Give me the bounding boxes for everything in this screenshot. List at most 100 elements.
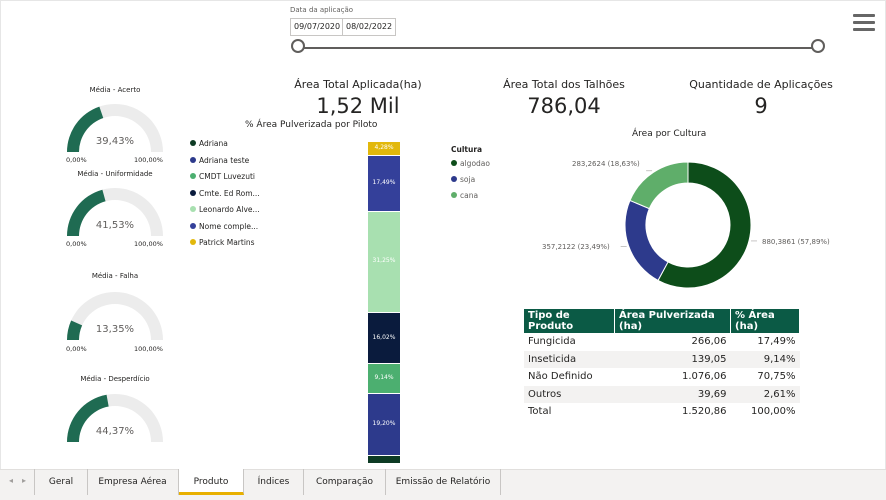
kpi-area-talhoes-title: Área Total dos Talhões xyxy=(503,78,625,91)
date-range-track[interactable] xyxy=(298,47,819,49)
bar-segment[interactable] xyxy=(368,393,400,455)
cell-percent: 9,14% xyxy=(730,350,800,368)
prev-page-icon[interactable]: ◂ xyxy=(9,476,14,485)
gauge-uniformidade: 41,53% xyxy=(67,188,163,236)
tab-emissao-relatorio[interactable]: Emissão de Relatório xyxy=(386,469,501,495)
range-start-handle[interactable] xyxy=(291,39,305,53)
bar-segment[interactable] xyxy=(368,455,400,463)
table-total-row: Total 1.520,86 100,00% xyxy=(524,403,800,421)
kpi-area-aplicada-value: 1,52 Mil xyxy=(316,94,400,118)
donut-slice xyxy=(624,199,669,282)
legend-item[interactable]: CMDT Luvezuti xyxy=(190,169,260,185)
tab-geral[interactable]: Geral xyxy=(34,469,88,495)
tab-produto[interactable]: Produto xyxy=(179,469,244,495)
legend-dot-icon xyxy=(190,140,196,146)
donut-legend-title: Cultura xyxy=(451,145,483,154)
bar-data-label: 19,20% xyxy=(372,419,396,427)
table-row[interactable]: Outros 39,69 2,61% xyxy=(524,385,800,403)
end-date-input[interactable]: 08/02/2022 xyxy=(342,18,397,36)
col-area-pulverizada[interactable]: Área Pulverizada (ha) xyxy=(614,309,731,333)
legend-label: CMDT Luvezuti xyxy=(199,172,256,181)
legend-dot-icon xyxy=(190,222,196,229)
donut-data-label: 880,3861 (57,89%) xyxy=(762,238,830,246)
gauge-fill xyxy=(67,394,109,442)
tab-comparacao[interactable]: Comparação xyxy=(304,469,386,495)
bar-segment[interactable] xyxy=(368,155,400,212)
next-page-icon[interactable]: ▸ xyxy=(22,476,27,485)
total-label: Total xyxy=(528,406,552,418)
stacked-bar[interactable]: 4,28% 17,49% 31,25% 16,02% 9,14% 19,20% xyxy=(368,142,400,464)
bar-data-label: 17,49% xyxy=(372,178,396,186)
total-area: 1.520,86 xyxy=(681,406,727,418)
col-percent-area[interactable]: % Área (ha) xyxy=(730,309,800,333)
donut-data-label: 357,2122 (23,49%) xyxy=(542,243,610,251)
donut-chart-legend: algodao soja cana xyxy=(451,156,490,204)
cell-tipo: Inseticida xyxy=(524,350,615,368)
legend-item[interactable]: Adriana xyxy=(190,136,260,152)
kpi-quantidade-title: Quantidade de Aplicações xyxy=(689,78,833,91)
cell-percent: 2,61% xyxy=(730,385,800,403)
col-tipo-produto[interactable]: Tipo de Produto xyxy=(524,309,615,333)
legend-item[interactable]: Nome comple... xyxy=(190,219,260,235)
legend-label: Adriana teste xyxy=(199,155,250,165)
legend-dot-icon xyxy=(190,239,196,245)
gauge-uniformidade-title: Média - Uniformidade xyxy=(77,170,153,178)
kpi-quantidade-value: 9 xyxy=(754,94,768,118)
tab-indices[interactable]: Índices xyxy=(244,469,304,495)
table-row[interactable]: Não Definido 1.076,06 70,75% xyxy=(524,368,800,386)
legend-label: cana xyxy=(460,191,479,200)
kpi-area-talhoes-value: 786,04 xyxy=(527,94,601,118)
gauge-acerto-max: 100,00% xyxy=(134,156,163,164)
legend-item[interactable]: Patrick Martins xyxy=(190,235,260,251)
cell-percent: 17,49% xyxy=(757,336,796,348)
legend-item[interactable]: Adriana teste xyxy=(190,153,260,169)
gauge-falha-title: Média - Falha xyxy=(91,272,139,280)
legend-label: soja xyxy=(460,175,476,184)
gauge-value: 39,43% xyxy=(96,136,134,147)
gauge-desperdicio-title: Média - Desperdício xyxy=(80,375,150,383)
gauge-value: 44,37% xyxy=(96,426,134,437)
donut-legend-item[interactable]: algodao xyxy=(451,156,490,172)
donut-legend-item[interactable]: cana xyxy=(451,188,490,204)
table-row[interactable]: Inseticida 139,05 9,14% xyxy=(524,350,800,368)
gauge-acerto: 39,43% xyxy=(67,104,163,152)
range-end-handle[interactable] xyxy=(811,39,825,53)
donut-chart[interactable]: 880,3861 (57,89%) 357,2122 (23,49%) 283,26… xyxy=(540,148,850,298)
legend-label: Leonardo Alve... xyxy=(199,205,260,214)
donut-slice xyxy=(629,161,689,210)
legend-label: Adriana xyxy=(199,139,228,148)
cell-tipo: Outros xyxy=(524,385,615,403)
gauge-acerto-min: 0,00% xyxy=(66,156,87,164)
bar-data-label: 31,25% xyxy=(372,257,396,265)
bar-segment[interactable] xyxy=(368,312,400,364)
slicer-label: Data da aplicação xyxy=(290,6,354,14)
cell-area: 266,06 xyxy=(691,336,727,348)
legend-dot-icon xyxy=(451,160,457,166)
gauge-acerto-title: Média - Acerto xyxy=(89,86,141,94)
cell-percent: 70,75% xyxy=(757,371,796,383)
kpi-area-aplicada-title: Área Total Aplicada(ha) xyxy=(294,78,422,91)
legend-item[interactable]: Cmte. Ed Rom... xyxy=(190,186,260,202)
legend-dot-icon xyxy=(451,176,457,182)
legend-item[interactable]: Leonardo Alve... xyxy=(190,202,260,218)
donut-chart-title: Área por Cultura xyxy=(632,129,707,139)
legend-label: algodao xyxy=(460,159,490,168)
donut-legend-item[interactable]: soja xyxy=(451,172,490,188)
legend-dot-icon xyxy=(190,189,196,196)
start-date-input[interactable]: 09/07/2020 xyxy=(290,18,345,36)
gauge-desperdicio: 44,37% xyxy=(67,394,163,442)
bar-segment[interactable] xyxy=(368,364,400,393)
legend-dot-icon xyxy=(190,156,196,163)
gauge-uniformidade-min: 0,00% xyxy=(66,240,87,248)
bar-chart-title: % Área Pulverizada por Piloto xyxy=(245,120,378,130)
bar-segment[interactable] xyxy=(368,212,400,312)
gauge-fill xyxy=(67,189,106,236)
gauge-uniformidade-max: 100,00% xyxy=(134,240,163,248)
bar-segment[interactable] xyxy=(368,142,400,155)
menu-icon[interactable] xyxy=(853,14,875,32)
bar-data-label: 9,14% xyxy=(374,374,394,382)
table-row[interactable]: Fungicida 266,06 17,49% xyxy=(524,333,800,351)
tab-empresa-aerea[interactable]: Empresa Aérea xyxy=(87,469,179,495)
cell-area: 39,69 xyxy=(614,385,731,403)
cell-tipo: Fungicida xyxy=(528,336,576,348)
